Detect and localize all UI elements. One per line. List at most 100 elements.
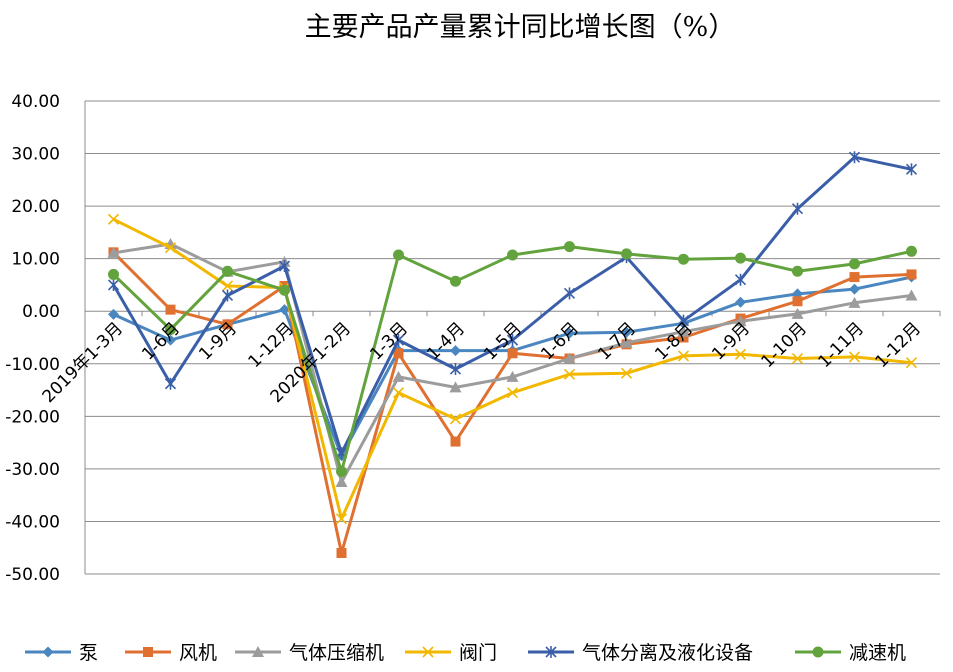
data-point	[564, 327, 575, 339]
data-point	[507, 249, 518, 261]
data-point	[335, 513, 348, 525]
data-point	[165, 334, 176, 346]
data-point	[222, 265, 233, 277]
data-point	[848, 151, 861, 164]
data-point	[677, 325, 690, 337]
gridlines	[85, 100, 940, 575]
data-point	[791, 352, 804, 365]
data-point	[336, 466, 347, 478]
data-point	[848, 351, 861, 363]
legend-marker	[422, 646, 434, 658]
data-point	[450, 345, 461, 357]
legend-item: 风机	[125, 642, 217, 664]
data-point	[849, 258, 860, 270]
data-point	[621, 326, 632, 338]
data-point	[506, 370, 519, 382]
legend-item: 阀门	[405, 642, 497, 664]
data-point	[108, 308, 119, 320]
data-point	[792, 296, 803, 307]
y-tick-label: 0.00	[22, 302, 60, 322]
data-point	[791, 202, 804, 215]
data-point	[734, 273, 747, 286]
legend-marker	[812, 646, 824, 658]
data-point	[564, 241, 575, 253]
axes: 40.00 30.00 20.00 10.00 0.00 -10.00 -20.00 -30.…	[5, 92, 941, 585]
data-point	[222, 319, 233, 330]
y-tick-label: 20.00	[11, 197, 60, 217]
data-point	[507, 348, 518, 359]
data-point	[905, 289, 918, 301]
series-2	[107, 237, 918, 488]
data-point	[791, 307, 804, 319]
data-point	[735, 296, 746, 308]
legend: 泵 风机 气体压缩机 阀门 气体分离及液化设备 减速机	[25, 642, 906, 664]
y-tick-label: -10.00	[5, 355, 60, 375]
data-point	[107, 278, 120, 291]
y-tick-label: -20.00	[5, 407, 60, 427]
data-point	[335, 476, 348, 488]
data-point	[849, 272, 860, 283]
data-point	[734, 348, 747, 360]
data-point	[906, 245, 917, 257]
data-point	[905, 163, 918, 176]
data-point	[906, 269, 917, 280]
data-point	[392, 334, 405, 347]
data-point	[221, 289, 234, 302]
series-line	[112, 155, 912, 455]
legend-item: 减速机	[795, 642, 906, 664]
series-4	[107, 151, 918, 460]
legend-label: 泵	[79, 642, 98, 664]
data-point	[450, 436, 461, 447]
data-point	[107, 246, 120, 258]
data-point	[449, 381, 462, 393]
series-line	[112, 217, 912, 521]
data-point	[449, 363, 462, 376]
data-point	[506, 387, 519, 399]
data-point	[165, 304, 176, 315]
legend-item: 泵	[25, 642, 98, 664]
x-tick-label: 1-5月	[480, 319, 526, 365]
legend-item: 气体分离及液化设备	[528, 642, 753, 664]
data-point	[678, 332, 689, 343]
data-point	[278, 260, 291, 273]
legend-marker	[252, 646, 264, 657]
data-point	[165, 324, 176, 336]
data-point	[848, 296, 861, 308]
data-point	[677, 350, 690, 362]
x-tick-label: 1-4月	[423, 319, 469, 365]
y-tick-label: 30.00	[11, 145, 60, 165]
data-point	[563, 352, 576, 364]
data-point	[164, 242, 177, 254]
data-point	[336, 547, 347, 558]
legend-label: 气体分离及液化设备	[582, 642, 753, 664]
data-point	[107, 213, 120, 225]
y-tick-label: -30.00	[5, 460, 60, 480]
data-point	[734, 315, 747, 327]
legend-marker	[42, 646, 54, 658]
y-tick-label: 40.00	[11, 92, 60, 112]
data-point	[279, 284, 290, 296]
series-line	[113, 242, 912, 484]
data-point	[620, 367, 633, 379]
legend-label: 阀门	[459, 642, 497, 664]
data-point	[678, 253, 689, 265]
data-point	[164, 377, 177, 390]
data-point	[450, 275, 461, 287]
series-group	[107, 151, 918, 558]
legend-label: 减速机	[849, 642, 906, 664]
data-point	[279, 304, 290, 316]
data-point	[563, 368, 576, 380]
data-point	[108, 268, 119, 280]
legend-item: 气体压缩机	[235, 642, 384, 664]
data-point	[905, 357, 918, 369]
legend-label: 气体压缩机	[289, 642, 384, 664]
data-point	[735, 252, 746, 264]
y-tick-label: 10.00	[11, 250, 60, 270]
data-point	[221, 280, 234, 292]
data-point	[849, 283, 860, 295]
data-point	[393, 348, 404, 359]
data-point	[449, 413, 462, 425]
data-point	[393, 249, 404, 261]
data-point	[392, 387, 405, 399]
